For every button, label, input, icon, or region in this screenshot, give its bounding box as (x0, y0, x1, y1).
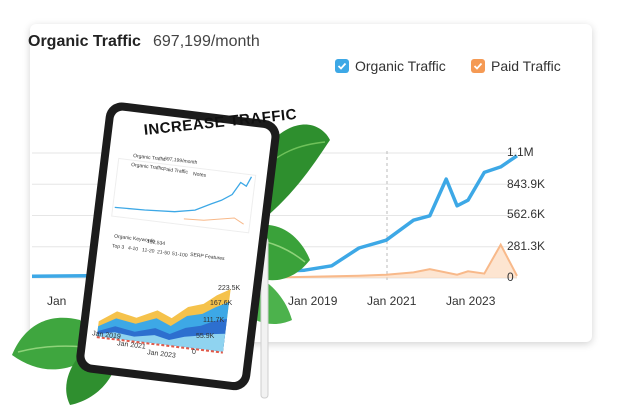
y-tick-label: 1.1M (507, 145, 534, 159)
paid-traffic-area (250, 244, 517, 278)
y-tick-label: 0 (507, 270, 514, 284)
traffic-value: 697,199/month (153, 33, 260, 50)
y-tick-label: 562.6K (507, 207, 546, 221)
kw-y-tick: 111.7K (203, 317, 225, 324)
kw-y-tick: 55.9K (196, 333, 215, 340)
page-title: Organic Traffic (28, 33, 141, 50)
paid-traffic-line (249, 242, 518, 279)
x-tick-label: Jan 2021 (367, 294, 417, 308)
check-icon (473, 62, 483, 70)
x-tick-label: Jan 2019 (288, 294, 338, 308)
kw-y-tick: 0 (192, 349, 196, 356)
paid-traffic-checkbox[interactable] (471, 59, 485, 73)
x-tick-label: Jan 2023 (446, 294, 496, 308)
legend-organic-label: Organic Traffic (355, 58, 446, 74)
kw-y-tick: 167.6K (210, 300, 233, 307)
kw-legend: 4-10 (127, 245, 139, 253)
kw-y-tick: 223.5K (218, 285, 241, 292)
y-tick-label: 843.9K (507, 177, 546, 191)
organic-traffic-checkbox[interactable] (335, 59, 349, 73)
y-tick-label: 281.3K (507, 239, 546, 253)
check-icon (337, 62, 347, 70)
x-tick-label: Jan (47, 294, 67, 308)
legend-paid-label: Paid Traffic (491, 58, 561, 74)
